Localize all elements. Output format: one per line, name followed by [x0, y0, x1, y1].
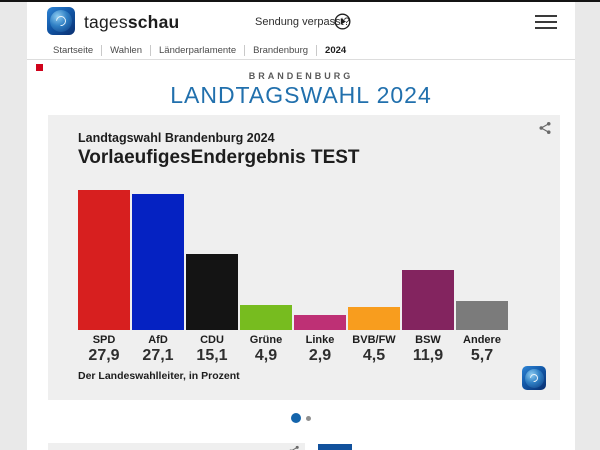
breadcrumb-item[interactable]: Brandenburg: [253, 44, 309, 56]
bar-column-cdu: CDU 15,1: [186, 189, 238, 365]
bar: [402, 270, 454, 330]
top-border-line: [0, 0, 600, 2]
carousel-dot-active[interactable]: [291, 413, 301, 423]
bar-area: [294, 189, 346, 330]
tagesschau-logo-badge: [522, 366, 546, 390]
bar-area: [402, 189, 454, 330]
carousel-dot[interactable]: [306, 415, 311, 421]
party-label: Andere: [463, 334, 501, 346]
party-value: 5,7: [470, 347, 494, 364]
chart-card: Landtagswahl Brandenburg 2024 Vorlaeufig…: [48, 115, 560, 400]
bar-column-bsw: BSW 11,9: [402, 189, 454, 365]
bar-area: [240, 189, 292, 330]
breadcrumb-separator: [244, 44, 246, 56]
bar: [456, 301, 508, 330]
party-value: 27,1: [142, 347, 174, 364]
bar-area: [132, 189, 184, 330]
bar-column-bvb-fw: BVB/FW 4,5: [348, 189, 400, 365]
breadcrumb-item[interactable]: 2024: [325, 44, 347, 56]
party-label: Linke: [305, 334, 335, 346]
party-value: 11,9: [412, 347, 444, 364]
red-marker: [36, 64, 43, 71]
bar-plot: SPD 27,9 AfD 27,1 CDU 15,1 Grüne 4,9 Linke 2,9 BVB…: [78, 189, 508, 365]
header-divider: [27, 59, 575, 60]
party-value: 4,5: [362, 347, 386, 364]
bar: [294, 315, 346, 330]
party-label: CDU: [200, 334, 224, 346]
page-content: tagesschau Sendung verpasst? Startseite W…: [27, 2, 575, 450]
share-icon[interactable]: [538, 121, 552, 135]
bar-column-linke: Linke 2,9: [294, 189, 346, 365]
brand-prefix: tages: [84, 12, 128, 32]
breadcrumb-separator: [101, 44, 103, 56]
next-chart-card: [48, 443, 305, 450]
hero-kicker: BRANDENBURG: [248, 71, 354, 81]
bar-area: [78, 189, 130, 330]
tagesschau-logo[interactable]: [47, 7, 75, 35]
bar-area: [348, 189, 400, 330]
chart-source: Der Landeswahlleiter, in Prozent: [78, 370, 240, 382]
bar: [78, 190, 130, 330]
bar: [186, 254, 238, 330]
party-value: 4,9: [254, 347, 278, 364]
globe-icon: [524, 368, 544, 388]
breadcrumb-item[interactable]: Länderparlamente: [159, 44, 237, 56]
bar-area: [186, 189, 238, 330]
breadcrumb-item[interactable]: Wahlen: [110, 44, 142, 56]
party-label: SPD: [92, 334, 116, 346]
party-label: BVB/FW: [352, 334, 396, 346]
chart-title: VorlaeufigesEndergebnis TEST: [78, 147, 360, 168]
page-title: LANDTAGSWAHL 2024: [170, 82, 432, 108]
sendung-verpasst-link[interactable]: Sendung verpasst?: [255, 16, 350, 28]
globe-icon: [50, 10, 72, 32]
bar-column-andere: Andere 5,7: [456, 189, 508, 365]
bar-column-afd: AfD 27,1: [132, 189, 184, 365]
bar-column-gr-ne: Grüne 4,9: [240, 189, 292, 365]
bar: [348, 307, 400, 330]
carousel-dots: [27, 412, 575, 424]
party-label: AfD: [148, 334, 168, 346]
play-icon[interactable]: [334, 13, 351, 30]
share-icon[interactable]: [288, 445, 300, 450]
bar-area: [456, 189, 508, 330]
breadcrumb-separator: [150, 44, 151, 56]
bar-column-spd: SPD 27,9: [78, 189, 130, 365]
breadcrumb-separator: [316, 44, 318, 56]
party-value: 27,9: [88, 347, 120, 364]
menu-icon[interactable]: [535, 15, 557, 29]
party-value: 2,9: [308, 347, 332, 364]
chart-subtitle: Landtagswahl Brandenburg 2024: [78, 131, 275, 145]
breadcrumb-item[interactable]: Startseite: [53, 44, 94, 56]
bar: [132, 194, 184, 330]
party-value: 15,1: [196, 347, 228, 364]
party-label: BSW: [415, 334, 441, 346]
brand-suffix: schau: [127, 12, 180, 32]
bar: [240, 305, 292, 330]
breadcrumb: Startseite Wahlen Länderparlamente Brandenb…: [45, 43, 354, 57]
party-label: Grüne: [249, 334, 283, 346]
brand-title[interactable]: tagesschau: [84, 12, 179, 33]
next-section-blue-element: [318, 444, 352, 450]
